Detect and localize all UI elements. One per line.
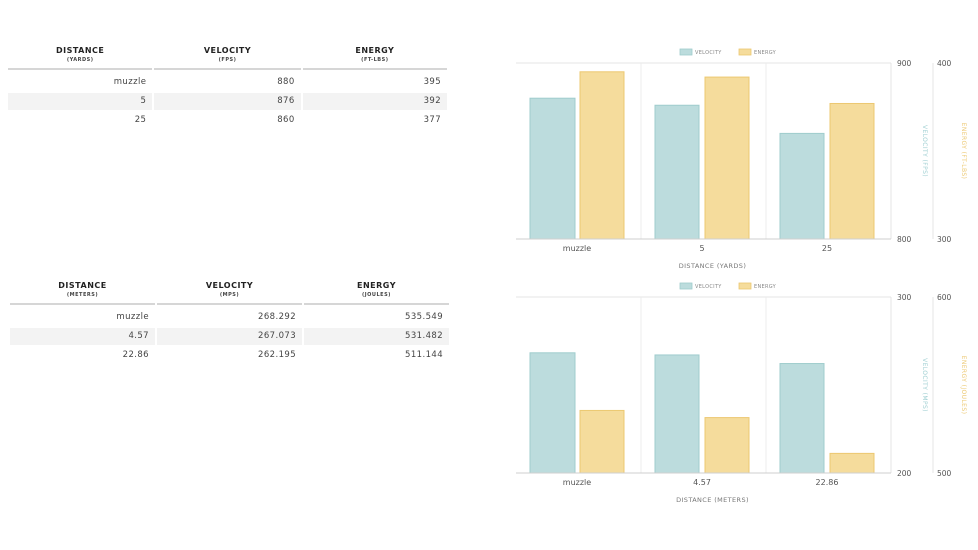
cell-velocity: 860	[277, 114, 295, 125]
cell-velocity: 876	[154, 92, 301, 110]
header-underline	[8, 68, 448, 70]
bar-velocity	[529, 97, 576, 240]
cell-velocity: 267.073	[157, 327, 302, 345]
ballistics-table-metric: DISTANCE (METERS) VELOCITY (MPS) ENERGY …	[10, 281, 449, 364]
y-left-axis-label: VELOCITY (FPS)	[921, 125, 928, 177]
table-row: muzzle 880 395	[8, 74, 447, 91]
cell-energy: 531.482	[304, 327, 449, 345]
header-underline	[10, 303, 449, 305]
cell-velocity: 268.292	[258, 311, 296, 322]
y-right-axis-label: ENERGY (JOULES)	[960, 356, 967, 415]
bar-energy	[829, 452, 875, 474]
y-right-tick-label: 400	[937, 59, 952, 68]
x-axis-label: DISTANCE (METERS)	[676, 496, 749, 504]
table-row: muzzle 268.292 535.549	[10, 309, 449, 326]
cell-velocity: 880	[277, 76, 295, 87]
cell-distance: 25	[134, 114, 147, 125]
x-axis-label: DISTANCE (YARDS)	[679, 262, 747, 270]
table-header: DISTANCE (METERS) VELOCITY (MPS) ENERGY …	[10, 281, 449, 298]
y-right-tick-label: 600	[937, 293, 952, 302]
cell-distance: muzzle	[116, 311, 149, 322]
chart-imperial: muzzle 5 25 DISTANCE (YARDS) 900 800 400 300 VEL…	[516, 48, 967, 270]
cell-energy: 392	[302, 92, 448, 110]
bar-energy	[704, 417, 750, 474]
y-left-tick-label: 800	[897, 235, 912, 244]
x-tick-label: muzzle	[563, 478, 591, 487]
ballistics-table-imperial: DISTANCE (YARDS) VELOCITY (FPS) ENERGY (…	[8, 46, 448, 129]
chart-metric: muzzle 4.57 22.86 DISTANCE (METERS) 300 200 60…	[516, 282, 967, 504]
y-left-tick-label: 200	[897, 469, 912, 478]
legend-swatch-velocity	[679, 48, 693, 56]
y-left-tick-label: 300	[897, 293, 912, 302]
legend-label-velocity: VELOCITY	[695, 50, 722, 56]
y-right-tick-label: 300	[937, 235, 952, 244]
table-row: 4.57 267.073 531.482	[10, 327, 449, 345]
bar-velocity	[779, 132, 825, 240]
table-row: 22.86 262.195 511.144	[10, 347, 449, 364]
cell-distance: muzzle	[113, 76, 147, 87]
cell-energy: 535.549	[405, 311, 443, 322]
cell-energy: 511.144	[405, 349, 443, 360]
y-right-axis-label: ENERGY (FT-LBS)	[960, 123, 967, 180]
table-row: 5 876 392	[8, 92, 448, 110]
bar-velocity	[779, 363, 825, 474]
x-tick-label: 5	[699, 244, 704, 253]
cell-velocity: 262.195	[258, 349, 296, 360]
legend-swatch-energy	[738, 48, 752, 56]
column-header-velocity: VELOCITY (MPS)	[205, 281, 254, 298]
y-left-axis-label: VELOCITY (MPS)	[921, 358, 928, 412]
table-header: DISTANCE (YARDS) VELOCITY (FPS) ENERGY (…	[8, 46, 447, 63]
x-tick-label: 4.57	[693, 478, 711, 487]
column-header-velocity: VELOCITY (FPS)	[203, 46, 252, 63]
bar-energy	[829, 102, 875, 240]
legend-label-energy: ENERGY	[754, 50, 777, 56]
bar-energy	[579, 71, 625, 240]
cell-energy: 395	[423, 76, 442, 87]
cell-distance: 4.57	[10, 327, 155, 345]
cell-energy: 377	[423, 114, 442, 125]
bar-velocity	[654, 104, 700, 240]
column-header-distance: DISTANCE (YARDS)	[55, 46, 105, 63]
x-tick-label: 22.86	[816, 478, 839, 487]
y-right-tick-label: 500	[937, 469, 952, 478]
y-left-tick-label: 900	[897, 59, 912, 68]
bar-energy	[704, 76, 750, 240]
cell-distance: 22.86	[122, 349, 149, 360]
legend-swatch-energy	[738, 282, 752, 290]
legend-label-energy: ENERGY	[754, 284, 777, 290]
legend-label-velocity: VELOCITY	[695, 284, 722, 290]
column-header-energy: ENERGY (JOULES)	[357, 281, 396, 298]
bar-velocity	[529, 352, 576, 474]
legend-swatch-velocity	[679, 282, 693, 290]
bar-velocity	[654, 354, 700, 474]
column-header-distance: DISTANCE (METERS)	[58, 281, 107, 298]
x-tick-label: 25	[822, 244, 832, 253]
bar-energy	[579, 409, 625, 474]
x-tick-label: muzzle	[563, 244, 591, 253]
column-header-energy: ENERGY (FT-LBS)	[355, 46, 395, 63]
cell-distance: 5	[8, 92, 153, 110]
table-row: 25 860 377	[8, 112, 447, 129]
